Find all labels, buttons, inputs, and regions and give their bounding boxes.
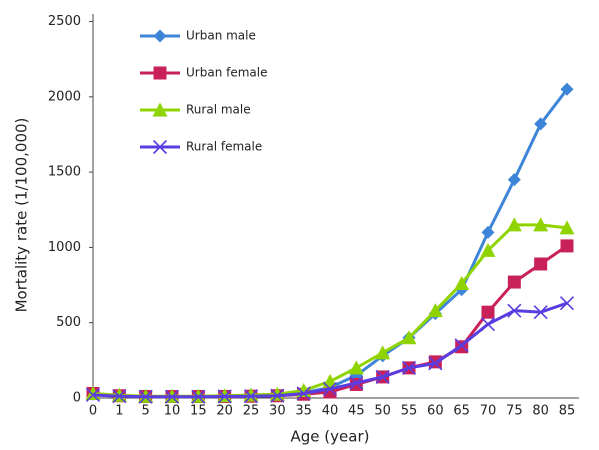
x-tick-label: 60 xyxy=(427,404,444,419)
point xyxy=(296,386,311,401)
x-tick-label: 0 xyxy=(89,404,97,419)
legend-label: Urban female xyxy=(186,66,267,80)
point xyxy=(348,360,364,375)
point xyxy=(375,369,390,384)
point xyxy=(533,305,548,320)
y-tick-label: 0 xyxy=(73,391,81,406)
point xyxy=(454,338,469,353)
x-tick-label: 85 xyxy=(559,404,576,419)
legend-label: Rural male xyxy=(186,103,251,117)
x-tick-label: 55 xyxy=(401,404,418,419)
legend-label: Urban male xyxy=(186,29,256,43)
point xyxy=(191,389,206,404)
point xyxy=(534,257,548,271)
x-tick-label: 65 xyxy=(453,404,470,419)
point xyxy=(112,389,127,404)
y-tick-label: 1500 xyxy=(48,165,81,180)
y-tick-label: 500 xyxy=(56,315,81,330)
series-line xyxy=(92,223,568,398)
point xyxy=(401,360,417,375)
x-tick-label: 5 xyxy=(142,404,150,419)
point xyxy=(560,82,574,96)
point xyxy=(85,387,101,403)
point xyxy=(138,389,153,404)
x-tick-label: 80 xyxy=(532,404,549,419)
point xyxy=(454,276,470,291)
point xyxy=(428,356,443,371)
point xyxy=(481,225,495,239)
x-tick-label: 1 xyxy=(115,404,123,419)
point xyxy=(217,389,232,404)
point xyxy=(427,303,443,318)
point xyxy=(322,381,338,397)
point xyxy=(270,388,285,403)
y-axis-label: Mortality rate (1/100,000) xyxy=(13,118,31,313)
point xyxy=(375,345,391,360)
point xyxy=(480,242,496,257)
x-tick-label: 70 xyxy=(480,404,497,419)
point xyxy=(243,389,259,404)
legend-label: Rural female xyxy=(186,140,262,154)
point xyxy=(507,275,521,289)
point xyxy=(560,239,574,253)
point xyxy=(534,117,548,131)
x-tick-label: 30 xyxy=(269,404,286,419)
point xyxy=(480,317,496,332)
point xyxy=(506,217,522,232)
point xyxy=(507,303,522,318)
x-tick-label: 10 xyxy=(164,404,181,419)
x-tick-label: 20 xyxy=(216,404,233,419)
point xyxy=(401,330,417,345)
legend-marker xyxy=(153,66,167,80)
x-tick-label: 45 xyxy=(348,404,365,419)
legend-marker xyxy=(152,102,168,117)
point xyxy=(243,387,259,402)
point xyxy=(507,173,521,187)
x-tick-label: 15 xyxy=(190,404,207,419)
point xyxy=(322,373,338,388)
x-tick-label: 25 xyxy=(243,404,260,419)
legend-marker xyxy=(152,139,168,155)
x-tick-label: 35 xyxy=(295,404,312,419)
y-tick-label: 1000 xyxy=(48,240,81,255)
y-tick-label: 2500 xyxy=(48,14,81,29)
point xyxy=(164,389,180,404)
point xyxy=(533,217,549,232)
x-tick-label: 50 xyxy=(374,404,391,419)
y-tick-label: 2000 xyxy=(48,89,81,104)
point xyxy=(559,296,575,311)
point xyxy=(481,305,495,319)
legend-marker xyxy=(153,29,167,43)
x-tick-label: 75 xyxy=(506,404,523,419)
x-tick-label: 40 xyxy=(322,404,339,419)
x-axis-label: Age (year) xyxy=(291,428,370,446)
point xyxy=(349,375,364,391)
point xyxy=(559,220,575,235)
